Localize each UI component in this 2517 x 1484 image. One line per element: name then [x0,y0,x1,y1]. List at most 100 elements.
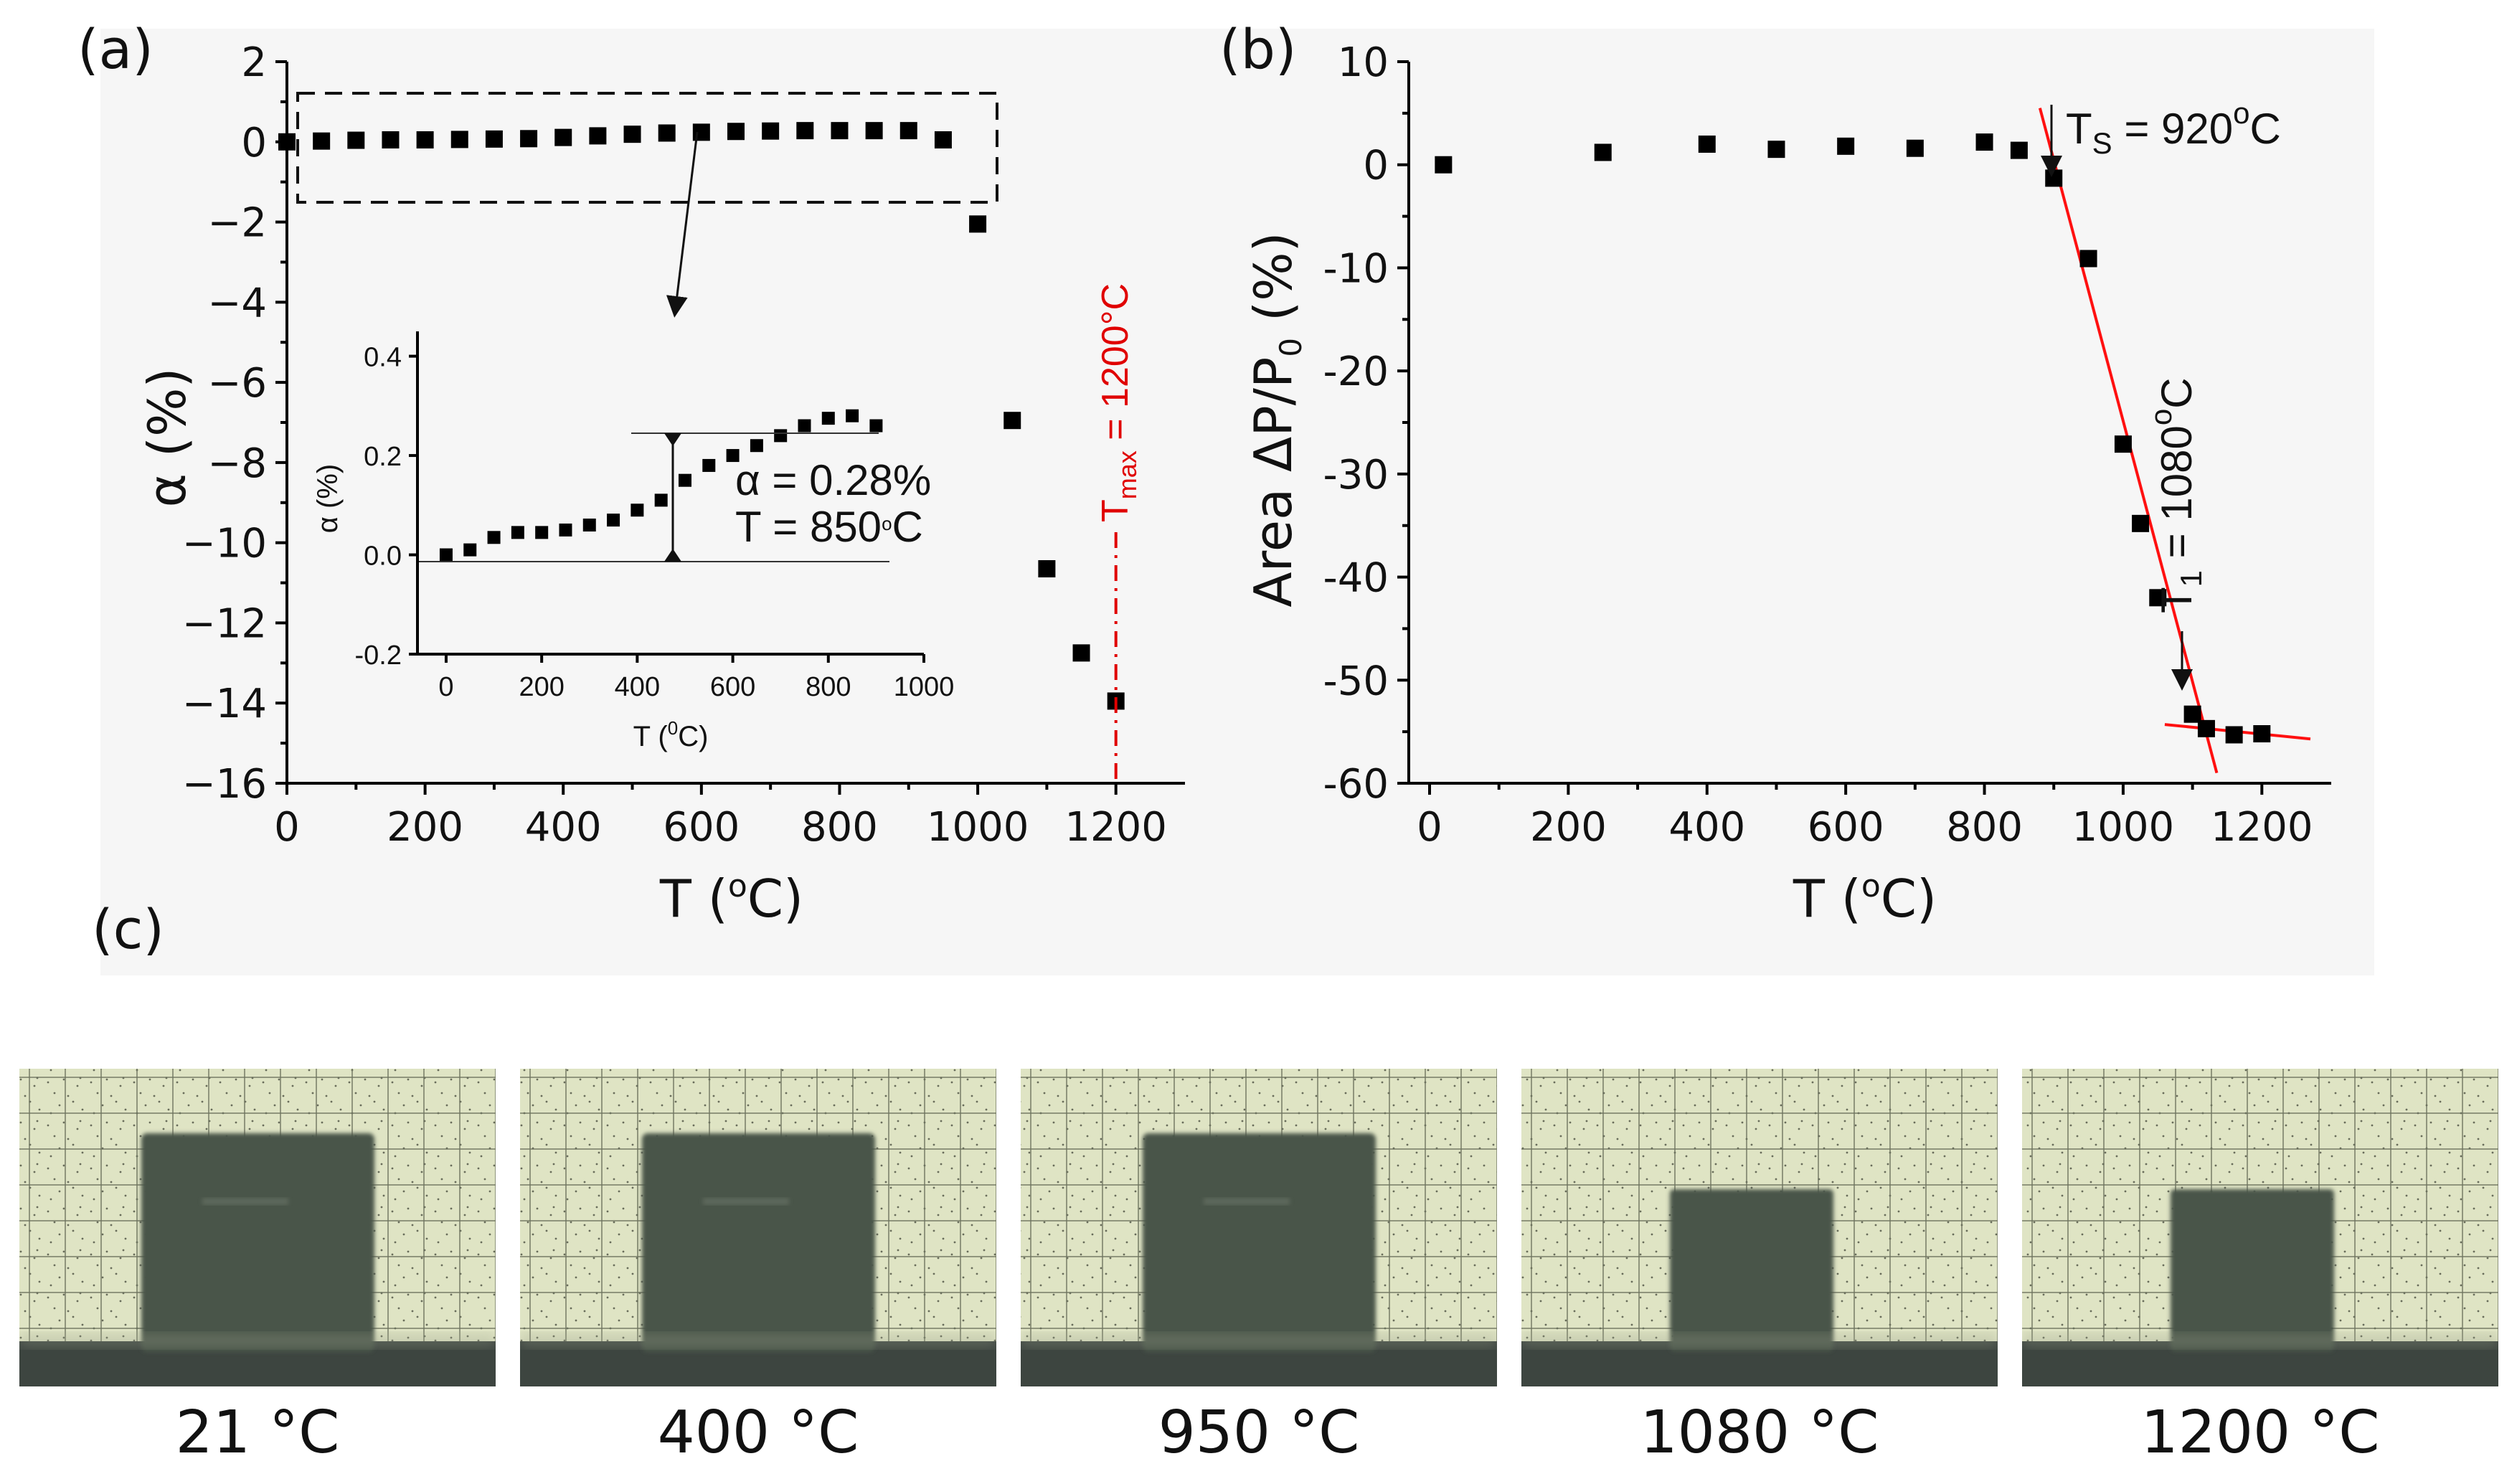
b-data-point [2045,169,2063,187]
b-data-point [2010,141,2028,159]
b-x-tick-label: 400 [1668,804,1745,851]
inset-temp-annotation: T = 850oC [735,503,923,551]
chart-a-y-label: α (%) [137,368,197,508]
b-data-point [1837,137,1855,155]
a-y-tick-label: −8 [207,440,267,487]
photo-caption: 950 °C [1158,1399,1360,1467]
a-data-point [347,131,365,149]
inset-arrowhead-bottom [664,549,681,562]
b-data-point [1767,141,1785,159]
a-data-point [382,131,400,148]
inset-x-tick-label: 400 [615,672,660,702]
b-y-tick-label: -50 [1323,658,1389,704]
photo-sample [642,1133,875,1352]
b-data-point [2197,719,2215,737]
a-y-tick-label: −12 [182,600,267,647]
a-data-point [1072,644,1090,662]
a-data-point [485,130,503,148]
a-data-point [796,122,814,140]
inset-y-tick-label: 0.2 [364,442,402,472]
b-y-tick-label: -20 [1323,349,1389,395]
a-x-tick-label: 0 [274,804,300,851]
inset-data-point [726,449,740,463]
photo-sample [1143,1133,1376,1352]
a-x-tick-label: 400 [525,804,602,851]
b-data-point [2132,514,2150,532]
chart-a-x-label: T (oC) [659,868,803,929]
inset-alpha-annotation: α = 0.28% [735,456,931,504]
a-data-point [899,122,917,140]
a-y-tick-label: 0 [241,120,267,166]
panel-c-letter: (c) [92,897,164,961]
inset-data-point [798,419,811,433]
inset-data-point [869,419,883,433]
b-x-tick-label: 600 [1808,804,1884,851]
inset-data-point [607,514,620,527]
a-data-point [520,130,538,148]
a-y-tick-label: −4 [207,280,267,326]
b-y-tick-label: 0 [1363,143,1389,189]
a-y-tick-label: 2 [241,39,267,86]
inset-x-tick-label: 800 [806,672,851,702]
inset-chart: 0 200 400 600 800 1000 0.4 0.2 0.0 -0.2 T (0C) α… [312,331,954,752]
inset-data-point [654,493,668,507]
panel-a-letter: (a) [77,17,154,81]
inset-x-label: T (0C) [633,717,709,752]
photo-5: 1200 °C [2022,1069,2498,1467]
b-y-tick-label: 10 [1338,39,1389,86]
inset-data-point [846,409,859,422]
zoom-region-box [296,92,998,204]
inset-data-point [678,473,691,487]
inset-y-tick-label: -0.2 [355,641,402,671]
a-data-point [589,127,607,145]
photo-caption: 1200 °C [2140,1399,2379,1467]
a-y-tick-label: −16 [182,761,267,808]
inset-data-point [774,429,788,443]
inset-data-point [511,526,524,539]
inset-data-point [702,458,716,472]
photo-3: 950 °C [1021,1069,1497,1467]
a-x-tick-label: 600 [663,804,740,851]
ts-label: TS = 920oC [2066,96,2281,160]
charts-background [100,29,2374,975]
inset-y-label: α (%) [312,464,344,533]
photo-4: 1080 °C [1521,1069,1998,1467]
photo-caption: 21 °C [176,1399,340,1467]
photo-1: 21 °C [19,1069,496,1467]
a-data-point [554,128,572,146]
chart-b-x-label: T (oC) [1793,868,1937,929]
t1-label: T1 = 1080oC [2144,377,2208,613]
b-data-point [1906,139,1924,157]
a-y-tick-label: −2 [207,200,267,247]
a-data-point [831,122,849,140]
inset-data-point [439,548,453,562]
a-data-point [623,126,641,143]
inset-y-tick-label: 0.4 [364,343,402,373]
b-data-point [2114,435,2132,453]
photo-caption: 1080 °C [1640,1399,1879,1467]
inset-data-point [631,504,644,517]
b-data-point [2253,725,2271,743]
a-data-point [727,123,745,141]
a-x-tick-label: 1000 [927,804,1029,851]
b-data-point [2079,250,2097,268]
b-data-point [1594,143,1612,161]
inset-data-point [750,439,763,453]
b-x-tick-label: 800 [1946,804,2023,851]
chart-b: 0 200 400 600 800 1000 1200 10 0 -10 -20 -30 -40 -50… [1243,39,2331,929]
a-data-point [934,131,952,148]
inset-data-point [559,523,572,537]
inset-x-tick-label: 200 [519,672,564,702]
a-data-point [313,132,331,150]
b-x-tick-label: 200 [1530,804,1607,851]
b-x-tick-label: 1000 [2072,804,2175,851]
a-data-point [450,131,468,148]
photo-sample [141,1133,374,1352]
inset-arrowhead-top [664,433,681,446]
b-data-point [1975,133,1993,151]
a-y-tick-label: −6 [207,360,267,407]
inset-y-tick-label: 0.0 [364,542,402,572]
a-x-tick-label: 200 [387,804,463,851]
panel-b-letter: (b) [1219,17,1297,81]
a-x-tick-label: 800 [801,804,878,851]
